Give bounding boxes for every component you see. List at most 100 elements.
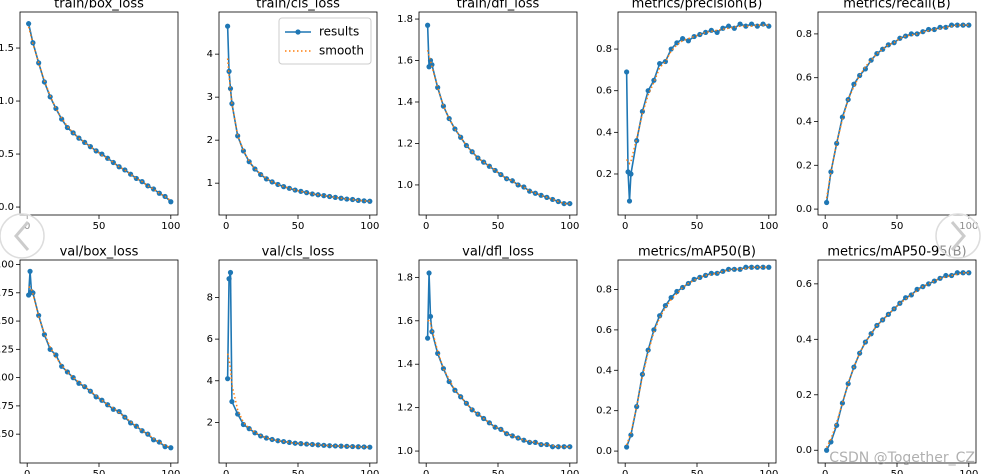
series-line [626,24,769,165]
y-tick-label: 1.25 [0,344,14,355]
data-point [332,194,338,200]
series-line [28,286,172,449]
data-point [240,148,247,154]
y-tick-label: 2 [207,417,213,428]
data-point [225,23,231,29]
chart-title: metrics/recall(B) [843,0,950,12]
data-point [281,184,287,190]
data-point [645,88,651,94]
data-point [737,21,743,27]
y-tick-label: 8 [207,292,213,303]
data-point [760,264,766,270]
data-point [99,397,105,403]
data-point [544,441,550,448]
chart-title: val/cls_loss [262,245,335,260]
data-point [691,33,697,40]
data-point [122,167,128,173]
data-point [235,133,241,139]
prev-button[interactable] [0,213,45,259]
data-point [527,439,533,445]
data-point [920,29,926,35]
y-tick-label: 2 [207,135,213,146]
x-tick-label: 100 [161,469,180,474]
data-point [737,266,743,272]
y-tick-label: 0.2 [796,390,812,401]
data-point [226,276,232,282]
y-tick-label: 1.8 [397,272,413,283]
y-tick-label: 0.0 [0,202,14,213]
y-tick-label: 0.0 [596,446,612,457]
y-tick-label: 1.0 [397,180,413,191]
data-point [30,290,36,296]
data-point [926,26,932,33]
y-tick-label: 4 [207,376,213,387]
plot-frame [418,11,578,216]
data-point [349,196,356,203]
y-tick-label: 1.75 [0,288,14,299]
data-point [486,420,492,426]
data-point [834,140,840,146]
data-point [903,33,909,39]
data-point [26,21,32,27]
x-tick-label: 100 [560,469,579,474]
data-point [116,408,122,415]
chart-title: train/cls_loss [256,0,340,12]
data-point [651,77,657,83]
legend-label: smooth [319,44,364,58]
data-point [309,191,315,197]
subplot: val/dfl_loss 0 50 100 1.0 1.2 1.4 1.6 1.8 [397,245,579,474]
y-tick-label: 1.2 [397,138,413,149]
data-point [714,270,720,276]
subplot: val/cls_loss 0 50 100 2 4 6 8 [207,245,380,474]
data-point [966,22,972,28]
x-tick-label: 50 [691,221,704,232]
data-point [36,312,42,319]
data-point [27,268,33,274]
data-point [156,190,162,196]
data-point [626,198,633,204]
data-point [668,294,674,301]
data-point [703,29,709,36]
y-tick-label: 0.6 [596,86,612,97]
series-line [226,353,370,448]
data-point [429,62,435,68]
x-tick-label: 50 [492,469,505,474]
data-point [960,270,966,276]
data-point [76,135,82,141]
data-point [327,443,333,449]
data-point [309,441,315,448]
data-point [349,443,356,450]
x-tick-label: 0 [223,469,229,474]
y-tick-label: 1.6 [397,56,413,67]
data-point [931,26,937,33]
plot-frame [19,259,179,464]
y-tick-label: 1.5 [0,43,14,54]
x-tick-label: 0 [24,469,30,474]
data-point [691,276,697,282]
data-point [943,24,949,30]
y-tick-label: 0.6 [796,279,812,290]
plot-frame [617,259,777,464]
data-point [824,447,830,453]
data-point [624,69,630,75]
data-point [743,264,749,270]
plot-frame [218,259,378,464]
data-point [561,444,567,450]
y-tick-label: 0.0 [796,204,812,215]
y-tick-label: 6 [207,334,213,345]
x-tick-label: 50 [891,221,904,232]
data-point [624,444,630,450]
data-point [145,183,151,189]
x-tick-label: 50 [492,221,505,232]
y-tick-label: 0.8 [596,44,612,55]
y-tick-label: 0.75 [0,401,14,412]
next-button[interactable] [935,213,981,259]
legend-marker [295,29,301,35]
data-point [509,433,515,439]
data-point [937,24,943,30]
chart-title: metrics/mAP50(B) [638,245,756,260]
data-point [731,266,737,272]
data-point [99,151,105,157]
data-point [225,376,231,382]
y-tick-label: 1.8 [397,14,413,25]
